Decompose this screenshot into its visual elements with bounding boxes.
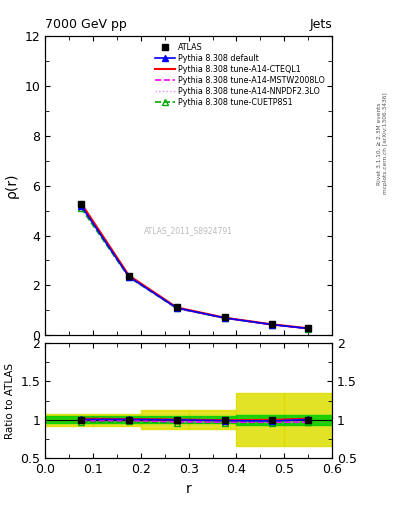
Text: 7000 GeV pp: 7000 GeV pp — [45, 18, 127, 31]
Y-axis label: ρ(r): ρ(r) — [5, 173, 19, 198]
Text: Rivet 3.1.10, ≥ 2.3M events: Rivet 3.1.10, ≥ 2.3M events — [377, 102, 382, 185]
Legend: ATLAS, Pythia 8.308 default, Pythia 8.308 tune-A14-CTEQL1, Pythia 8.308 tune-A14: ATLAS, Pythia 8.308 default, Pythia 8.30… — [151, 40, 328, 111]
Text: Jets: Jets — [309, 18, 332, 31]
Text: ATLAS_2011_S8924791: ATLAS_2011_S8924791 — [144, 226, 233, 235]
Text: mcplots.cern.ch [arXiv:1306.3436]: mcplots.cern.ch [arXiv:1306.3436] — [384, 93, 388, 194]
X-axis label: r: r — [186, 482, 191, 496]
Y-axis label: Ratio to ATLAS: Ratio to ATLAS — [5, 362, 15, 439]
